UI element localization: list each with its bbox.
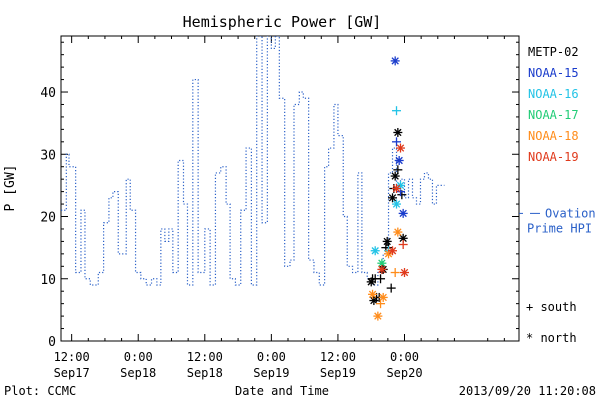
- y-tick-label: 20: [40, 211, 56, 226]
- y-tick-label: 0: [48, 335, 56, 350]
- x-tick-time: 0:00: [257, 350, 286, 364]
- x-tick-time: 12:00: [187, 350, 223, 364]
- point-north: [368, 289, 378, 299]
- x-tick-time: 12:00: [54, 350, 90, 364]
- point-stroke: [378, 259, 386, 267]
- point-north: [373, 311, 383, 321]
- legend-entry: NOAA-15: [528, 66, 579, 80]
- point-south: [392, 106, 402, 116]
- point-stroke: [388, 247, 397, 255]
- x-tick-time: 12:00: [320, 350, 356, 364]
- point-stroke: [368, 290, 377, 299]
- point-north: [382, 236, 392, 246]
- point-stroke: [367, 278, 375, 286]
- point-north: [388, 193, 398, 203]
- legend-entry: NOAA-16: [528, 87, 579, 101]
- legend-entry: NOAA-19: [528, 150, 579, 164]
- point-north: [398, 208, 408, 218]
- point-north: [390, 171, 400, 181]
- x-tick-date: Sep17: [54, 366, 90, 380]
- point-stroke: [374, 312, 382, 320]
- x-tick-date: Sep20: [386, 366, 422, 380]
- legend-entry: NOAA-18: [528, 129, 579, 143]
- y-tick-label: 30: [40, 148, 56, 163]
- x-tick-time: 0:00: [124, 350, 153, 364]
- point-north: [400, 268, 409, 278]
- timestamp-text: 2013/09/20 11:20:08: [459, 384, 596, 398]
- ovation-label: Prime HPI: [527, 221, 592, 235]
- point-stroke: [396, 144, 405, 152]
- point-north: [390, 56, 400, 66]
- y-axis-label: P [GW]: [3, 165, 18, 212]
- point-stroke: [399, 234, 407, 242]
- point-north: [394, 155, 404, 165]
- point-north: [393, 127, 403, 137]
- point-south: [393, 165, 403, 175]
- point-stroke: [395, 156, 403, 165]
- point-south: [398, 240, 408, 250]
- point-stroke: [388, 194, 397, 202]
- point-stroke: [394, 128, 402, 137]
- x-tick-date: Sep18: [187, 366, 223, 380]
- point-south: [376, 274, 386, 284]
- x-tick-time: 0:00: [390, 350, 419, 364]
- y-tick-label: 40: [40, 86, 56, 101]
- symbol-legend-entry: * north: [526, 331, 577, 345]
- x-tick-date: Sep18: [120, 366, 156, 380]
- point-stroke: [378, 265, 386, 274]
- point-stroke: [399, 209, 407, 218]
- point-stroke: [392, 200, 401, 208]
- point-stroke: [391, 57, 399, 65]
- point-stroke: [400, 268, 409, 277]
- point-north: [392, 199, 402, 209]
- symbol-legend-entry: + south: [526, 300, 577, 314]
- point-north: [377, 264, 387, 274]
- point-north: [392, 184, 402, 193]
- x-tick-date: Sep19: [253, 366, 289, 380]
- point-south: [392, 137, 402, 147]
- chart-title: Hemispheric Power [GW]: [183, 13, 382, 31]
- point-north: [396, 143, 406, 153]
- point-north: [393, 227, 403, 237]
- legend-entry: METP-02: [528, 45, 579, 59]
- plot-frame: [60, 35, 520, 342]
- point-stroke: [383, 237, 391, 246]
- point-stroke: [392, 184, 401, 193]
- point-south: [390, 268, 400, 278]
- plot-area: 0 10 20 30 40 12:00 Sep17 0:00 Sep18 12:00 Sep18 0:…: [40, 35, 520, 380]
- credit-text: Plot: CCMC: [4, 384, 76, 398]
- point-south: [386, 283, 396, 293]
- legend-entry: NOAA-17: [528, 108, 579, 122]
- ovation-series-line: [61, 36, 445, 286]
- ovation-label: Ovation: [545, 206, 596, 220]
- x-axis-label: Date and Time: [235, 384, 329, 398]
- point-north: [388, 246, 398, 256]
- x-tick-date: Sep19: [320, 366, 356, 380]
- point-north: [370, 246, 380, 256]
- point-stroke: [394, 228, 402, 236]
- point-south: [376, 299, 386, 309]
- point-stroke: [371, 247, 379, 255]
- y-tick-label: 10: [40, 273, 56, 288]
